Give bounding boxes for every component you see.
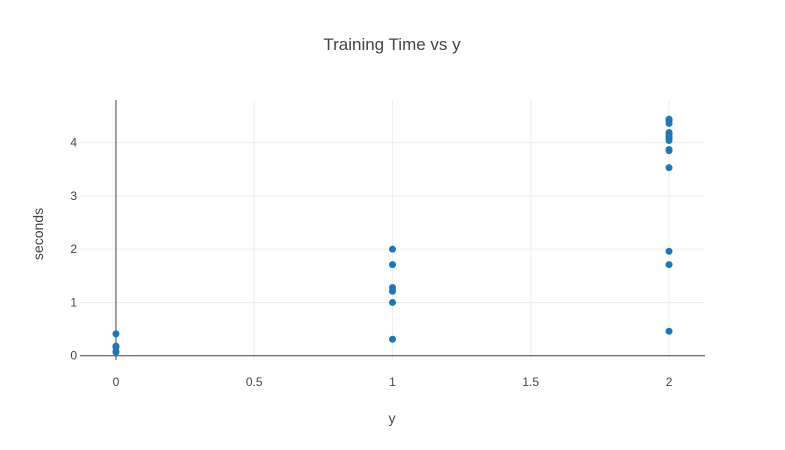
y-tick-label: 3 [70, 189, 77, 203]
y-axis-title: seconds [30, 208, 46, 260]
y-tick-labels: 0 1 2 3 4 [70, 136, 77, 363]
data-point [665, 327, 673, 335]
x-tick-labels: 0 0.5 1 1.5 2 [113, 375, 673, 389]
y-tick-label: 1 [70, 295, 77, 309]
data-point [665, 119, 673, 127]
x-tick-label: 1.5 [522, 375, 539, 389]
x-tick-label: 1 [389, 375, 396, 389]
data-point [665, 147, 673, 155]
x-tick-label: 2 [666, 375, 673, 389]
data-point [112, 348, 120, 356]
data-point [389, 335, 396, 343]
data-points [112, 115, 673, 356]
x-axis-title: y [389, 410, 396, 426]
y-tick-label: 4 [70, 136, 77, 150]
data-point [112, 330, 120, 338]
data-point [389, 287, 396, 295]
data-point [665, 261, 673, 269]
data-point [665, 247, 673, 255]
y-tick-label: 0 [70, 349, 77, 363]
data-point [665, 164, 673, 172]
data-point [389, 298, 396, 306]
x-tick-label: 0.5 [246, 375, 263, 389]
data-point [389, 245, 396, 253]
y-tick-label: 2 [70, 242, 77, 256]
data-point [389, 261, 396, 269]
axes-layer [80, 100, 705, 360]
x-tick-label: 0 [113, 375, 120, 389]
data-point [665, 136, 673, 144]
chart-title: Training Time vs y [323, 35, 461, 54]
